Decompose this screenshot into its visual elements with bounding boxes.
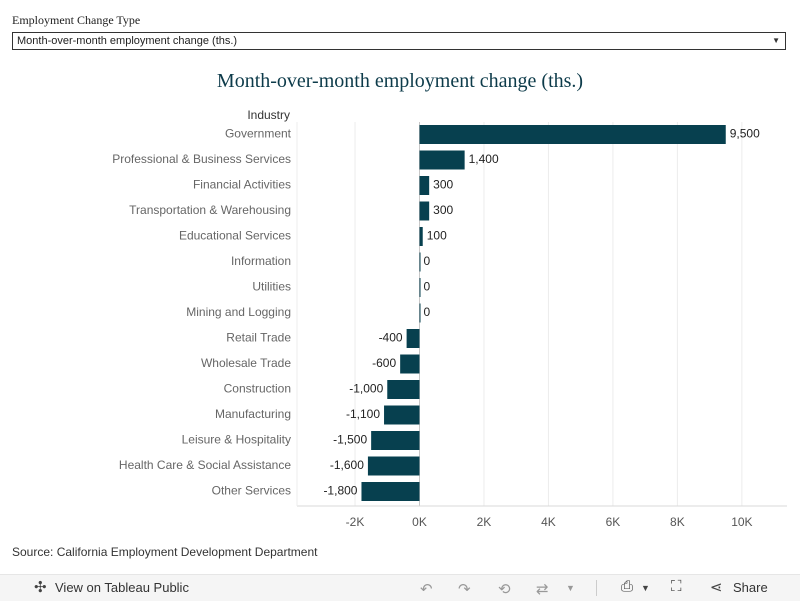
category-axis-label: Industry <box>247 108 290 122</box>
bar <box>419 278 421 297</box>
data-label: -600 <box>372 356 396 370</box>
data-label: -1,600 <box>330 458 364 472</box>
data-label: 0 <box>424 254 431 268</box>
x-tick-label: 4K <box>541 515 556 529</box>
category-label: Financial Activities <box>193 178 291 192</box>
employment-change-type-select[interactable]: Month-over-month employment change (ths.… <box>12 32 786 50</box>
fullscreen-icon[interactable]: ⛶ <box>671 578 682 595</box>
data-label: 9,500 <box>730 127 760 141</box>
bar <box>419 201 430 221</box>
category-label: Transportation & Warehousing <box>129 203 291 217</box>
category-label: Health Care & Social Assistance <box>119 458 291 472</box>
bar <box>419 303 421 323</box>
bar <box>419 176 430 195</box>
revert-icon[interactable]: ⟲ <box>498 581 511 598</box>
undo-icon[interactable]: ↶ <box>420 581 433 598</box>
download-icon[interactable]: ⎙ <box>621 578 634 595</box>
filter-selected-value: Month-over-month employment change (ths.… <box>17 35 238 47</box>
bar <box>419 252 421 272</box>
category-label: Government <box>225 127 292 141</box>
data-label: -1,500 <box>333 433 367 447</box>
category-label: Professional & Business Services <box>112 152 291 166</box>
view-on-tableau-link[interactable]: View on Tableau Public <box>55 580 189 595</box>
bar <box>384 405 420 425</box>
dropdown-arrow-icon: ▼ <box>772 36 780 45</box>
bar <box>371 431 420 450</box>
share-button[interactable]: Share <box>733 580 768 595</box>
refresh-icon[interactable]: ⇄ <box>536 581 549 598</box>
data-label: -1,800 <box>323 484 357 498</box>
bar-chart: Industry Government 9,500 Professional & Bu… <box>112 108 787 529</box>
category-label: Information <box>231 254 291 268</box>
redo-icon[interactable]: ↷ <box>458 581 471 598</box>
x-tick-label: 8K <box>670 515 685 529</box>
category-label: Utilities <box>252 280 291 294</box>
bar <box>367 456 420 476</box>
category-label: Retail Trade <box>226 331 291 345</box>
refresh-menu-chevron-down-icon[interactable]: ▼ <box>566 583 575 593</box>
data-label: 0 <box>424 305 431 319</box>
source-note: Source: California Employment Developmen… <box>12 545 318 559</box>
data-label: 300 <box>433 178 453 192</box>
category-label: Leisure & Hospitality <box>182 433 291 447</box>
data-label: -1,100 <box>346 407 380 421</box>
data-label: -1,000 <box>349 382 383 396</box>
data-label: 1,400 <box>469 152 499 166</box>
category-label: Construction <box>224 382 291 396</box>
tableau-toolbar: ✣ View on Tableau Public ↶ ↷ ⟲ ⇄ ▼ ⎙ ▼ ⛶… <box>0 574 800 601</box>
bar <box>361 482 420 501</box>
data-label: -400 <box>379 331 403 345</box>
tableau-logo-icon[interactable]: ✣ <box>34 579 47 596</box>
share-icon[interactable]: ⋖ <box>710 579 723 596</box>
data-label: 100 <box>427 229 447 243</box>
category-label: Educational Services <box>179 229 291 243</box>
bar <box>406 329 420 348</box>
data-label: 300 <box>433 203 453 217</box>
category-label: Manufacturing <box>215 407 291 421</box>
x-tick-label: 2K <box>477 515 492 529</box>
bar <box>419 150 465 170</box>
filter-label: Employment Change Type <box>12 13 141 27</box>
category-label: Wholesale Trade <box>201 356 291 370</box>
bar <box>419 227 423 246</box>
category-label: Mining and Logging <box>186 305 291 319</box>
x-tick-label: 10K <box>731 515 752 529</box>
category-label: Other Services <box>212 484 291 498</box>
x-tick-label: 6K <box>606 515 621 529</box>
bar <box>400 354 420 374</box>
data-label: 0 <box>424 280 431 294</box>
download-menu-chevron-down-icon[interactable]: ▼ <box>641 583 650 593</box>
bar <box>387 380 420 399</box>
chart-title: Month-over-month employment change (ths.… <box>216 70 584 92</box>
x-tick-label: -2K <box>346 515 365 529</box>
toolbar-divider <box>596 580 597 596</box>
bar <box>419 125 726 144</box>
x-tick-label: 0K <box>412 515 427 529</box>
